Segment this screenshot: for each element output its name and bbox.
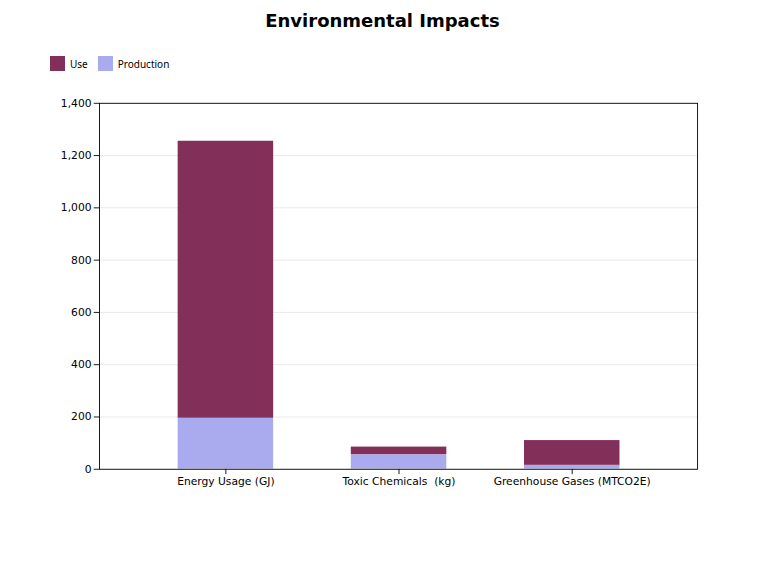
- html-text:Use: Use: [70, 56, 88, 71]
- html-text:Production: Production: [117, 56, 170, 71]
- svg-text:1,200: 1,200: [61, 149, 92, 162]
- svg-text:Toxic Chemicals (kg): Toxic Chemicals (kg): [342, 475, 456, 488]
- svg-text:200: 200: [71, 410, 92, 423]
- svg-text:Energy Usage (GJ): Energy Usage (GJ): [177, 475, 274, 488]
- svg-text:800: 800: [71, 254, 92, 267]
- svg-text:1,000: 1,000: [61, 201, 92, 214]
- svg-text:0: 0: [85, 463, 92, 476]
- svg-text:1,400: 1,400: [61, 97, 92, 110]
- svg-text:600: 600: [71, 306, 92, 319]
- html-text:Environmental Impacts: Environmental Impacts: [265, 10, 500, 31]
- svg-text:Greenhouse Gases (MTCO2E): Greenhouse Gases (MTCO2E): [494, 475, 651, 488]
- svg-text:400: 400: [71, 358, 92, 371]
